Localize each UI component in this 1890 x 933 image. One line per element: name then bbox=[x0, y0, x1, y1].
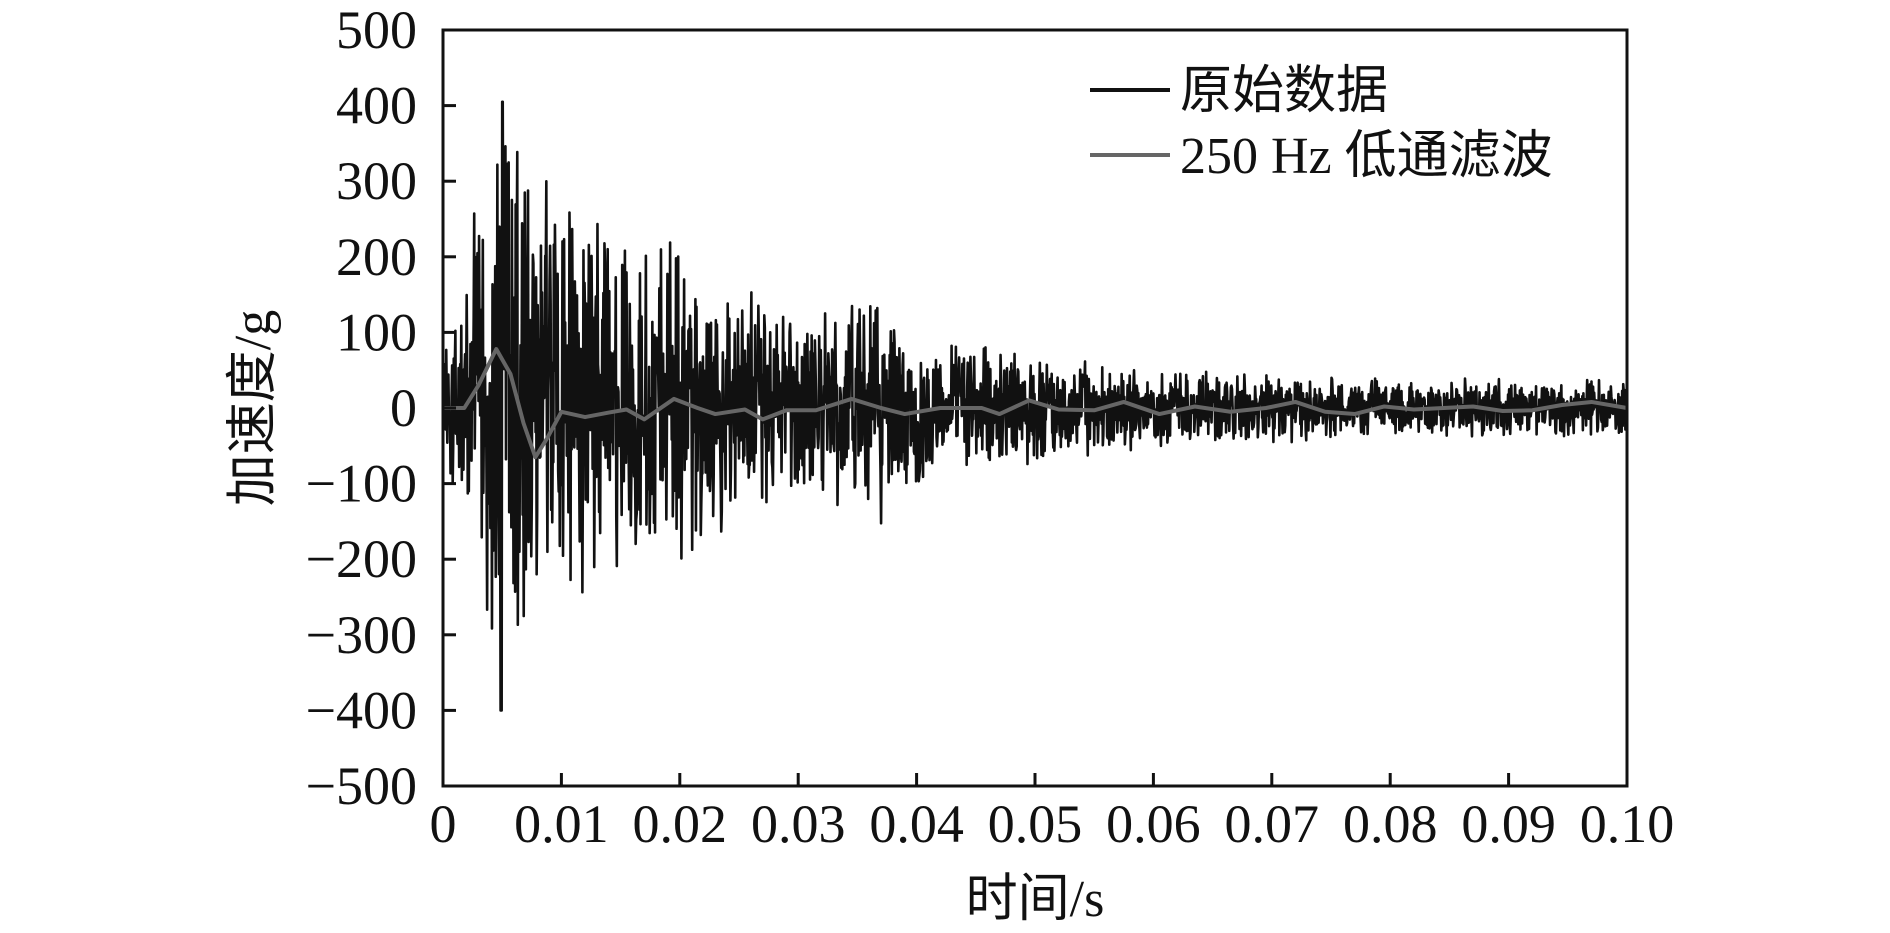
x-tick-label: 0.08 bbox=[1343, 794, 1438, 854]
y-tick-label: 100 bbox=[336, 302, 417, 362]
y-tick-label: 300 bbox=[336, 151, 417, 211]
x-tick-label: 0.04 bbox=[869, 794, 964, 854]
legend-label-lowpass: 250 Hz 低通滤波 bbox=[1180, 128, 1553, 185]
x-tick-label: 0 bbox=[430, 794, 457, 854]
x-tick-label: 0.05 bbox=[988, 794, 1083, 854]
x-axis-label: 时间/s bbox=[966, 871, 1105, 928]
legend-label-raw-data: 原始数据 bbox=[1180, 63, 1388, 120]
series-line-raw-data bbox=[441, 100, 1629, 712]
y-tick-label: −300 bbox=[306, 605, 417, 665]
x-tick-label: 0.01 bbox=[514, 794, 609, 854]
legend: 原始数据 250 Hz 低通滤波 bbox=[1090, 63, 1553, 185]
y-tick-label: 400 bbox=[336, 76, 417, 136]
series-layer bbox=[441, 100, 1629, 712]
x-tick-label: 0.09 bbox=[1461, 794, 1556, 854]
x-tick-label: 0.03 bbox=[751, 794, 846, 854]
y-tick-label: 0 bbox=[390, 378, 417, 438]
x-tick-label: 0.02 bbox=[633, 794, 728, 854]
x-tick-label: 0.07 bbox=[1225, 794, 1320, 854]
y-tick-label: −400 bbox=[306, 680, 417, 740]
ticks-layer: 0 0.01 0.02 0.03 0.04 0.05 0.06 0.07 0.08 0.09 0.1… bbox=[306, 0, 1675, 854]
x-tick-label: 0.10 bbox=[1580, 794, 1675, 854]
y-tick-label: −200 bbox=[306, 529, 417, 589]
y-tick-label: −100 bbox=[306, 454, 417, 514]
y-tick-label: −500 bbox=[306, 756, 417, 816]
y-tick-label: 500 bbox=[336, 0, 417, 60]
series-line-lowpass bbox=[443, 347, 1628, 460]
x-tick-label: 0.06 bbox=[1106, 794, 1201, 854]
y-tick-label: 200 bbox=[336, 227, 417, 287]
y-axis-label: 加速度/g bbox=[225, 310, 282, 506]
